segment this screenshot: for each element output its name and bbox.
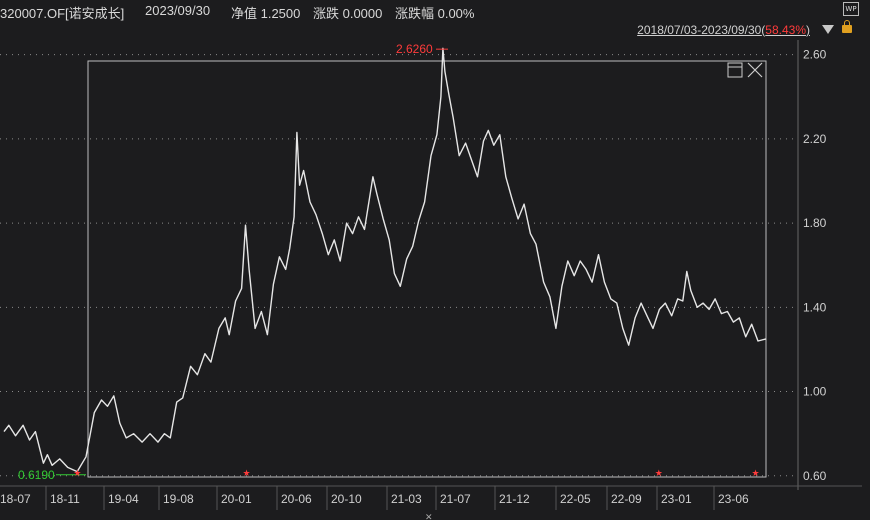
quote-header: 320007.OF[诺安成长] 2023/09/30 净值 1.2500 涨跌 …: [0, 0, 870, 21]
date-range[interactable]: 2018/07/03-2023/09/30(58.43%): [637, 23, 810, 37]
y-tick-label: 1.80: [803, 216, 827, 230]
x-tick-label: 20-10: [331, 492, 362, 506]
y-tick-label: 0.60: [803, 469, 827, 483]
max-value-label: 2.6260: [396, 42, 433, 56]
fund-code: 320007.OF[诺安成长]: [0, 6, 125, 21]
y-tick-label: 2.60: [803, 48, 827, 62]
x-tick-label: 19-04: [108, 492, 139, 506]
close-icon: [747, 62, 763, 78]
nav-value: 净值 1.2500: [231, 6, 301, 21]
x-tick-label: 20-01: [221, 492, 252, 506]
x-tick-label: 18-11: [50, 492, 80, 506]
x-tick-label: 21-12: [499, 492, 530, 506]
x-tick-label: 23-06: [718, 492, 749, 506]
x-tick-label: 23-01: [661, 492, 692, 506]
lock-icon[interactable]: [842, 20, 852, 33]
change-value: 涨跌 0.0000: [313, 6, 383, 21]
event-star-mark: ★: [243, 469, 251, 479]
x-tick-label: 22-05: [560, 492, 591, 506]
change-pct-value: 涨跌幅 0.00%: [395, 6, 475, 21]
x-tick-label: 19-08: [163, 492, 194, 506]
x-tick-label: 21-07: [440, 492, 471, 506]
quote-date: 2023/09/30: [145, 3, 211, 18]
maximize-icon: [727, 62, 743, 78]
range-return: 58.43%: [765, 23, 806, 37]
min-value-label: 0.6190: [18, 468, 55, 482]
range-selection-box: [87, 60, 767, 478]
app-logo-icon: WP: [843, 2, 859, 16]
event-star-mark: ★: [751, 469, 759, 479]
dropdown-arrow-icon[interactable]: [822, 25, 834, 34]
y-tick-label: 1.40: [803, 300, 827, 314]
date-range-text: 2018/07/03-2023/09/30: [637, 23, 762, 37]
y-tick-label: 1.00: [803, 385, 827, 399]
x-tick-label: 21-03: [391, 492, 422, 506]
nav-series-line: [3, 47, 767, 473]
scroll-handle-icon: ✕: [425, 513, 433, 520]
event-star-mark: ★: [655, 469, 663, 479]
x-tick-label: 18-07: [0, 492, 31, 506]
event-star-mark: ★: [73, 469, 81, 479]
x-tick-label: 20-06: [281, 492, 312, 506]
y-tick-label: 2.20: [803, 132, 827, 146]
x-tick-label: 22-09: [611, 492, 642, 506]
